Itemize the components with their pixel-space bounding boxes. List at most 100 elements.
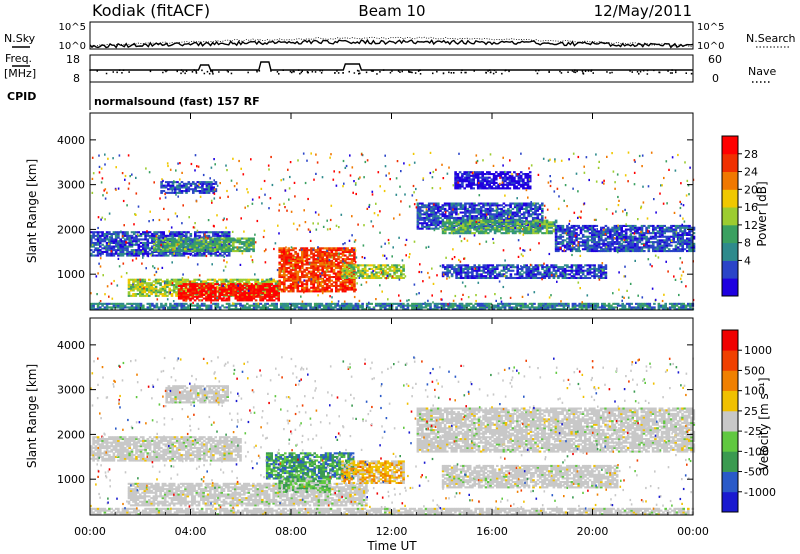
heatmap-cell [154, 280, 158, 283]
heatmap-cell [137, 304, 141, 307]
heatmap-cell [209, 286, 213, 289]
heatmap-cell [114, 249, 118, 252]
heatmap-cell [135, 231, 138, 234]
heatmap-cell [361, 271, 365, 274]
heatmap-cell [189, 293, 192, 296]
heatmap-cell [157, 239, 160, 242]
heatmap-cell [359, 304, 362, 307]
heatmap-cell [185, 302, 188, 305]
heatmap-cell [198, 186, 202, 189]
heatmap-cell [261, 292, 265, 295]
heatmap-cell [94, 254, 98, 257]
heatmap-cell [252, 237, 255, 240]
heatmap-cell [476, 302, 480, 305]
heatmap-cell [222, 244, 226, 247]
heatmap-cell [92, 231, 95, 234]
heatmap-cell [114, 231, 118, 234]
heatmap-cell [200, 250, 203, 253]
heatmap-cell [136, 278, 140, 281]
heatmap-cell [220, 250, 224, 253]
heatmap-cell [127, 291, 131, 294]
heatmap-cell [173, 241, 176, 244]
heatmap-cell [272, 286, 276, 289]
heatmap-cell [194, 233, 197, 236]
heatmap-cell [337, 279, 340, 282]
heatmap-cell [211, 237, 215, 240]
heatmap-cell [203, 191, 206, 194]
heatmap-cell [575, 239, 578, 242]
heatmap-cell [150, 293, 153, 296]
heatmap-cell [103, 245, 107, 248]
heatmap-cell [659, 306, 663, 309]
heatmap-cell [135, 304, 138, 307]
heatmap-cell [310, 267, 313, 270]
heatmap-cell [292, 277, 295, 280]
heatmap-cell [442, 304, 446, 307]
heatmap-cell [572, 228, 576, 231]
heatmap-cell [143, 285, 147, 288]
heatmap-cell [474, 308, 477, 311]
heatmap-cell [492, 304, 496, 307]
heatmap-cell [169, 191, 172, 194]
heatmap-cell [621, 304, 624, 307]
heatmap-cell [126, 252, 129, 255]
heatmap-cell [460, 302, 464, 305]
heatmap-cell [390, 302, 394, 305]
heatmap-cell [341, 275, 344, 278]
heatmap-cell [680, 306, 683, 309]
heatmap-cell [148, 287, 151, 290]
heatmap-cell [559, 241, 562, 244]
heatmap-cell [161, 285, 165, 288]
heatmap-cell [286, 302, 290, 305]
heatmap-cell [346, 256, 349, 259]
heatmap-cell [151, 233, 154, 236]
heatmap-cell [283, 283, 286, 286]
heatmap-cell [99, 241, 102, 244]
heatmap-cell [179, 237, 183, 240]
heatmap-cell [314, 290, 318, 293]
heatmap-cell [123, 304, 127, 307]
heatmap-cell [148, 249, 152, 252]
heatmap-cell [566, 226, 569, 229]
heatmap-cell [434, 225, 438, 228]
heatmap-cell [625, 308, 629, 311]
heatmap-cell [436, 302, 439, 305]
heatmap-cell [207, 181, 211, 184]
heatmap-cell [232, 283, 235, 286]
heatmap-cell [171, 233, 174, 236]
heatmap-cell [445, 302, 448, 305]
heatmap-cell [551, 308, 554, 311]
heatmap-cell [372, 308, 376, 311]
heatmap-cell [320, 304, 324, 307]
heatmap-cell [337, 290, 340, 293]
heatmap-cell [169, 249, 172, 252]
heatmap-cell [216, 246, 219, 249]
heatmap-cell [416, 204, 420, 207]
heatmap-cell [478, 304, 482, 307]
heatmap-cell [463, 308, 466, 311]
heatmap-cell [350, 284, 354, 287]
heatmap-cell [402, 304, 405, 307]
heatmap-cell [377, 264, 380, 267]
heatmap-cell [150, 287, 153, 290]
heatmap-cell [277, 293, 280, 296]
heatmap-cell [531, 216, 535, 219]
heatmap-cell [488, 306, 491, 309]
heatmap-cell [209, 306, 213, 309]
heatmap-cell [615, 239, 619, 242]
heatmap-cell [162, 231, 165, 234]
heatmap-cell [448, 228, 452, 231]
heatmap-cell [567, 306, 570, 309]
heatmap-cell [662, 306, 665, 309]
heatmap-cell [595, 235, 599, 238]
heatmap-cell [283, 284, 286, 287]
heatmap-cell [588, 224, 592, 227]
heatmap-cell [194, 188, 197, 191]
heatmap-cell [314, 259, 318, 262]
heatmap-cell [108, 302, 111, 305]
heatmap-cell [280, 265, 284, 268]
heatmap-cell [388, 304, 392, 307]
heatmap-cell [488, 304, 491, 307]
heatmap-cell [613, 250, 617, 253]
heatmap-cell [203, 234, 206, 237]
